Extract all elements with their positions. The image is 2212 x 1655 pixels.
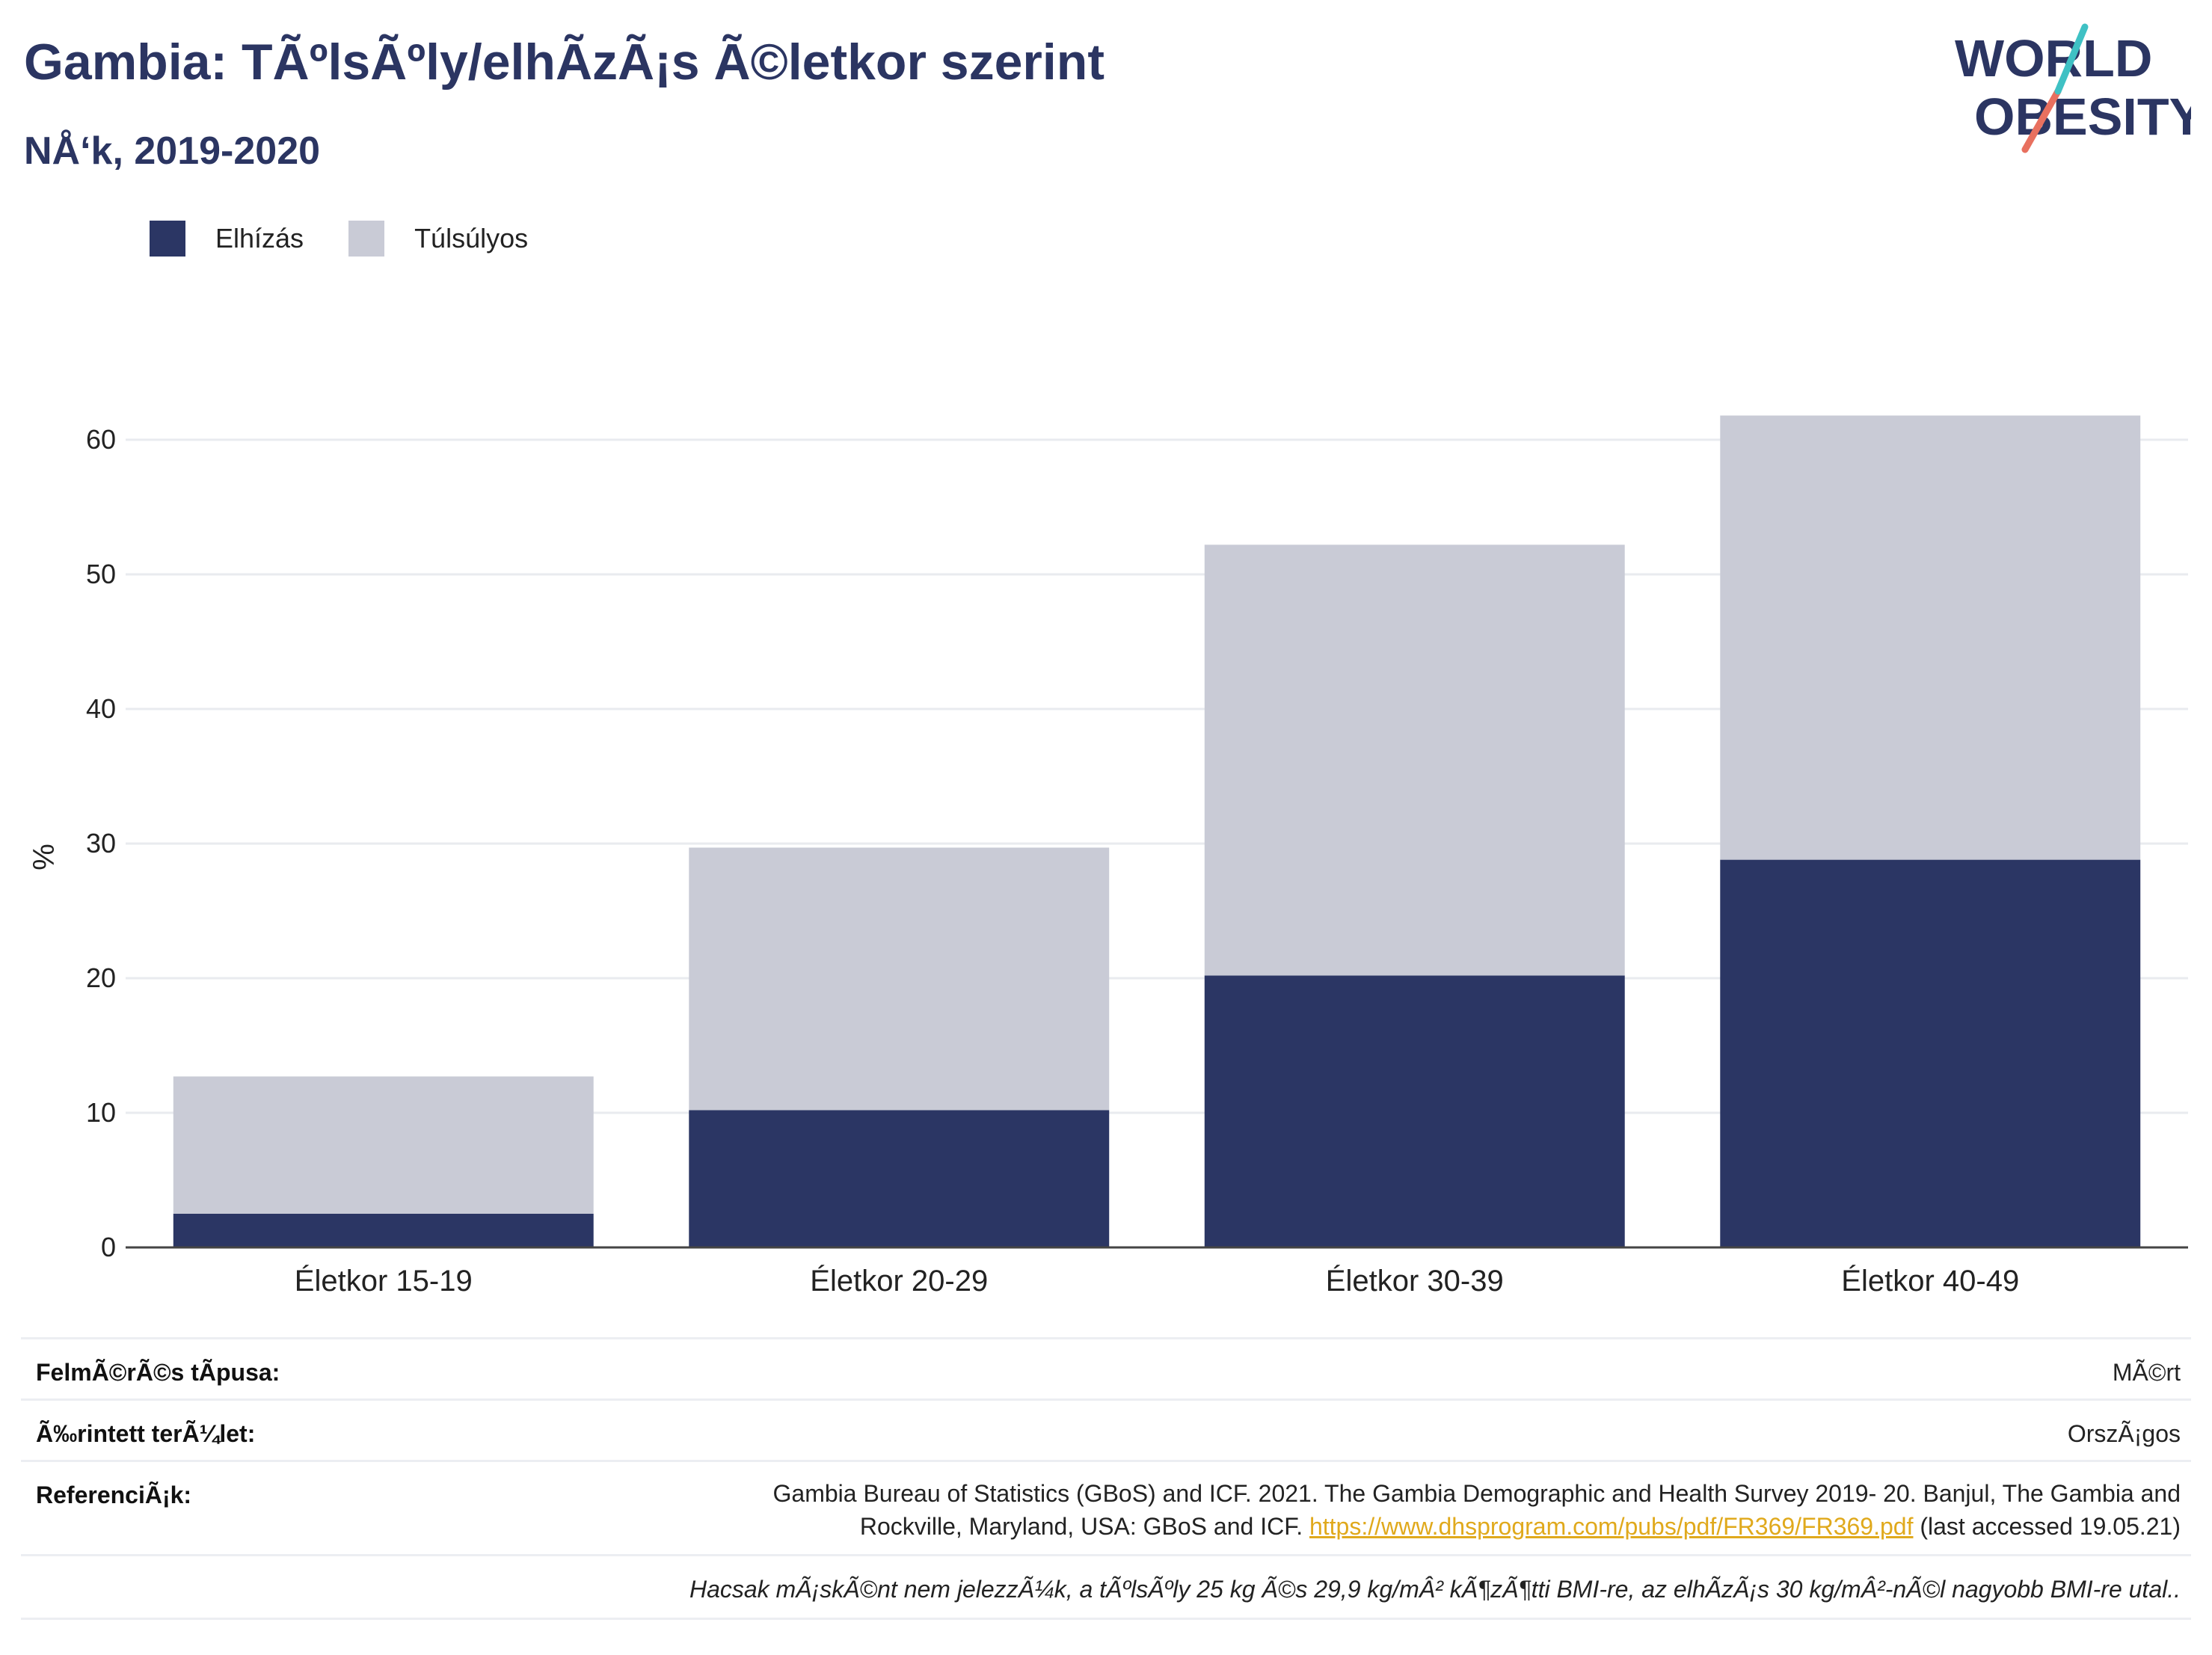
bar-overweight-1	[173, 1076, 594, 1214]
logo-slash-upper	[2054, 23, 2089, 95]
area-value: OrszÃ¡gos	[2067, 1420, 2181, 1447]
legend-label-obese: Elhízás	[215, 223, 304, 254]
reference-line-2: Rockville, Maryland, USA: GBoS and ICF. …	[348, 1510, 2181, 1543]
legend-swatch-overweight	[348, 221, 385, 257]
bar-obese-3	[1204, 975, 1625, 1247]
reference-line-1: Gambia Bureau of Statistics (GBoS) and I…	[772, 1480, 2181, 1507]
y-tick-label-0: 0	[101, 1232, 116, 1262]
footnote: Hacsak mÃ¡skÃ©nt nem jelezzÃ¼k, a tÃºlsÃ…	[689, 1576, 2181, 1603]
reference-label: ReferenciÃ¡k:	[36, 1481, 192, 1508]
survey-type-label: FelmÃ©rÃ©s tÃ­pusa:	[36, 1359, 280, 1386]
x-tick-label-3: Életkor 30-39	[1326, 1264, 1504, 1298]
bar-overweight-3	[1204, 544, 1625, 976]
reference-link[interactable]: https://www.dhsprogram.com/pubs/pdf/FR36…	[1309, 1513, 1914, 1540]
footer-row-area: Ã‰rintett terÃ¼let: OrszÃ¡gos	[21, 1398, 2191, 1462]
page-title: Gambia: TÃºlsÃºly/elhÃ­zÃ¡s Ã©letkor sze…	[24, 34, 1105, 90]
y-tick-label-40: 40	[86, 693, 116, 724]
page-subtitle: NÅ‘k, 2019-2020	[24, 129, 321, 173]
y-tick-label-50: 50	[86, 559, 116, 589]
logo-line2: OBESITY	[1974, 87, 2191, 146]
reference-accessed: (last accessed 19.05.21)	[1920, 1513, 2181, 1540]
x-tick-label-4: Életkor 40-49	[1841, 1264, 2019, 1298]
bar-overweight-4	[1720, 415, 2141, 860]
x-tick-label-1: Életkor 15-19	[295, 1264, 473, 1298]
x-tick-label-2: Életkor 20-29	[810, 1264, 988, 1298]
legend-item-overweight: Túlsúlyos	[348, 221, 528, 257]
bar-obese-2	[689, 1110, 1110, 1247]
survey-type-value: MÃ©rt	[2112, 1359, 2181, 1386]
logo-line1: WORLD	[1955, 29, 2152, 87]
legend-label-overweight: Túlsúlyos	[414, 223, 529, 254]
y-tick-label-20: 20	[86, 962, 116, 993]
legend-swatch-obese	[150, 221, 185, 257]
logo-slash-lower	[2021, 87, 2062, 153]
footer-row-reference: ReferenciÃ¡k: Gambia Bureau of Statistic…	[21, 1460, 2191, 1556]
area-label: Ã‰rintett terÃ¼let:	[36, 1420, 256, 1447]
y-axis-label: %	[28, 844, 61, 871]
y-tick-label-10: 10	[86, 1097, 116, 1128]
world-obesity-logo: WORLD OBESITY	[1955, 23, 2191, 153]
chart-legend: Elhízás Túlsúlyos	[150, 221, 573, 257]
footer-row-note: Hacsak mÃ¡skÃ©nt nem jelezzÃ¼k, a tÃºlsÃ…	[21, 1554, 2191, 1620]
reference-text: Gambia Bureau of Statistics (GBoS) and I…	[348, 1477, 2181, 1543]
bar-obese-4	[1720, 859, 2141, 1247]
y-tick-label-30: 30	[86, 828, 116, 859]
y-tick-label-60: 60	[86, 424, 116, 455]
legend-item-obese: Elhízás	[150, 221, 304, 257]
bar-overweight-2	[689, 847, 1110, 1111]
reference-line-2-text: Rockville, Maryland, USA: GBoS and ICF.	[859, 1513, 1303, 1540]
stacked-bar-chart: 0 10 20 30 40 50 60% Életkor 15-19 Életkor 20-29…	[28, 415, 2188, 1298]
footer-row-survey-type: FelmÃ©rÃ©s tÃ­pusa: MÃ©rt	[21, 1337, 2191, 1401]
bar-obese-1	[173, 1214, 594, 1247]
